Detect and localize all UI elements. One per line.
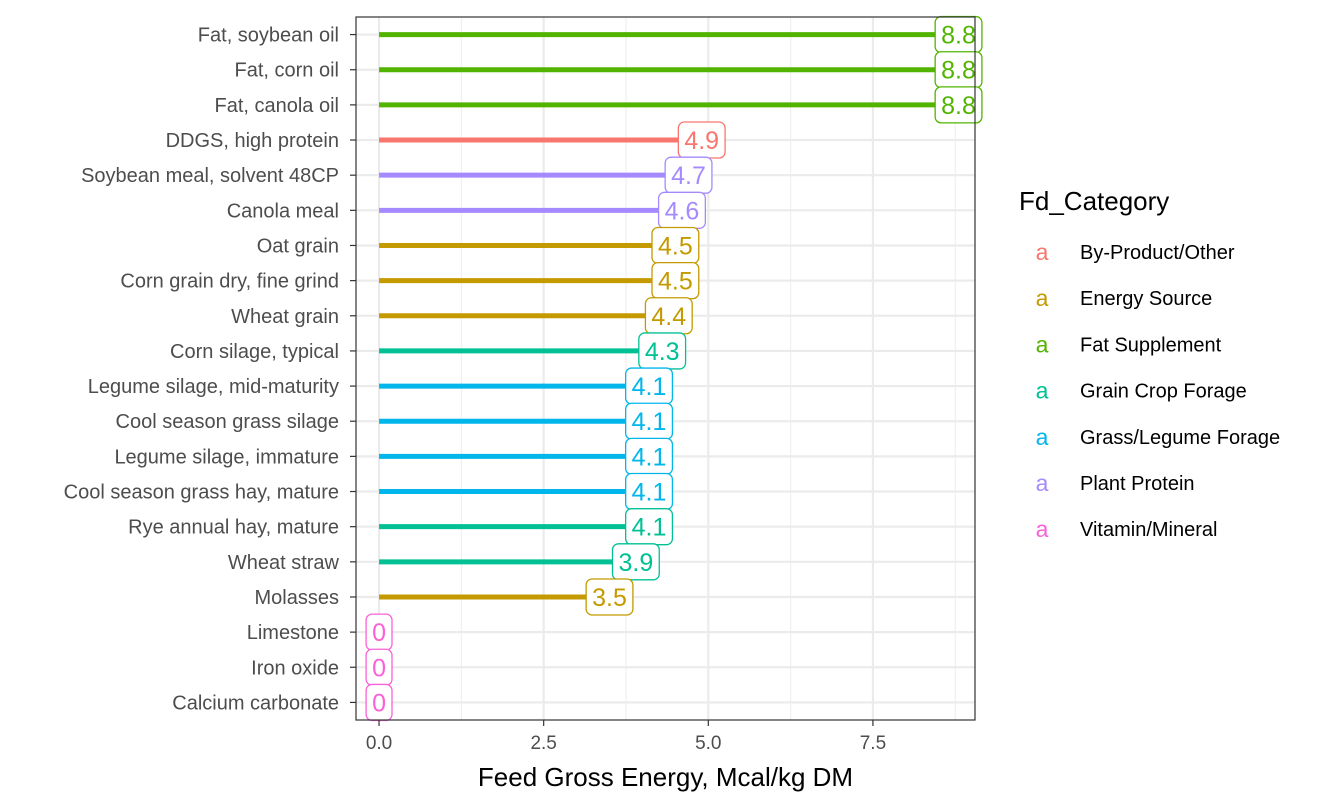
- data-label: 3.5: [585, 578, 634, 616]
- legend-label: Grass/Legume Forage: [1080, 427, 1280, 449]
- data-label: 4.5: [651, 261, 700, 300]
- legend-label: Grain Crop Forage: [1080, 381, 1247, 403]
- data-label-text: 0: [372, 654, 386, 682]
- legend-label: Energy Source: [1080, 288, 1212, 310]
- data-label-text: 8.8: [941, 57, 976, 85]
- legend-item: a Fat Supplement: [1036, 331, 1222, 357]
- y-axis: Fat, soybean oil Fat, corn oil Fat, canola…: [64, 25, 356, 714]
- legend-key: a: [1036, 331, 1049, 357]
- y-tick-label: Fat, canola oil: [214, 95, 339, 117]
- y-tick-label: Soybean meal, solvent 48CP: [81, 165, 339, 187]
- data-label: 8.8: [934, 86, 983, 124]
- x-axis: 0.0 2.5 5.0 7.5: [366, 720, 886, 754]
- lollipop-segments: [379, 32, 959, 600]
- data-label-text: 4.6: [665, 197, 700, 225]
- legend-key: a: [1036, 378, 1049, 404]
- data-label-text: 4.1: [632, 408, 667, 436]
- data-label-text: 4.5: [658, 268, 693, 296]
- data-label: 4.1: [625, 367, 674, 405]
- y-tick-label: Corn silage, typical: [170, 341, 339, 363]
- data-label: 4.9: [677, 121, 726, 159]
- data-label: 8.8: [934, 51, 983, 89]
- data-label: 0: [365, 648, 393, 686]
- data-label-text: 8.8: [941, 22, 976, 50]
- legend-key: a: [1036, 424, 1049, 450]
- x-tick-label: 0.0: [366, 733, 392, 754]
- y-tick-label: Cool season grass hay, mature: [64, 482, 339, 504]
- data-label-text: 8.8: [941, 92, 976, 120]
- legend-key: a: [1036, 285, 1049, 311]
- data-label-text: 4.1: [632, 514, 667, 542]
- x-tick-label: 2.5: [530, 733, 556, 754]
- legend-item: a Energy Source: [1036, 285, 1213, 311]
- y-tick-label: Fat, corn oil: [235, 60, 339, 82]
- y-tick-label: Molasses: [255, 587, 339, 609]
- data-label-text: 0: [372, 619, 386, 647]
- data-label-text: 3.5: [592, 584, 627, 612]
- legend-item: a Plant Protein: [1036, 470, 1195, 496]
- y-tick-label: Legume silage, mid-maturity: [88, 376, 339, 398]
- x-tick-label: 7.5: [860, 733, 886, 754]
- y-tick-label: Corn grain dry, fine grind: [120, 271, 339, 293]
- legend-item: a Vitamin/Mineral: [1036, 516, 1218, 542]
- y-tick-label: Wheat grain: [231, 306, 339, 328]
- legend-label: Fat Supplement: [1080, 334, 1222, 356]
- legend-label: Plant Protein: [1080, 473, 1195, 495]
- data-label-text: 4.1: [632, 479, 667, 507]
- data-label: 0: [365, 683, 393, 722]
- data-label: 4.1: [625, 437, 674, 476]
- panel-border: [355, 16, 976, 721]
- data-label-box: [934, 86, 983, 124]
- y-tick-label: Wheat straw: [228, 552, 340, 574]
- legend-label: By-Product/Other: [1080, 242, 1235, 264]
- data-labels: 8.8 8.8 8.8 4.9 4.7 4.6 4.5 4.5 4.4 4.3 4.1 4.1 4.1 4…: [365, 15, 983, 722]
- data-label-text: 0: [372, 689, 386, 717]
- data-label-text: 4.5: [658, 232, 693, 260]
- data-label-text: 4.9: [684, 127, 719, 155]
- legend-items: a By-Product/Other a Energy Source a Fat Supp…: [1036, 239, 1281, 542]
- data-label-text: 4.3: [645, 338, 680, 366]
- data-label-text: 4.7: [671, 162, 706, 190]
- y-tick-label: Iron oxide: [251, 657, 339, 679]
- legend-key: a: [1036, 239, 1049, 265]
- y-tick-label: Rye annual hay, mature: [128, 517, 339, 539]
- y-tick-label: Canola meal: [227, 200, 339, 222]
- data-label-box: [585, 578, 634, 616]
- data-label: 4.3: [638, 332, 687, 370]
- x-axis-title: Feed Gross Energy, Mcal/kg DM: [478, 762, 853, 792]
- y-tick-label: Cool season grass silage: [116, 411, 339, 433]
- y-tick-label: Limestone: [247, 622, 339, 644]
- legend-label: Vitamin/Mineral: [1080, 519, 1217, 541]
- data-label: 4.6: [657, 191, 706, 229]
- data-label: 3.9: [611, 543, 660, 581]
- legend-item: a Grass/Legume Forage: [1036, 424, 1281, 450]
- data-label: 8.8: [934, 15, 983, 54]
- data-label-text: 3.9: [618, 549, 653, 577]
- data-label-text: 4.1: [632, 373, 667, 401]
- data-label: 4.1: [625, 508, 674, 546]
- y-tick-label: Calcium carbonate: [172, 692, 339, 714]
- data-label: 4.1: [625, 472, 674, 511]
- data-label: 4.5: [651, 226, 700, 265]
- legend-item: a Grain Crop Forage: [1036, 378, 1247, 404]
- y-tick-label: Legume silage, immature: [114, 446, 339, 468]
- data-label: 4.7: [664, 156, 713, 194]
- data-label: 4.1: [625, 402, 674, 440]
- legend-title: Fd_Category: [1019, 186, 1169, 216]
- y-tick-label: DDGS, high protein: [166, 130, 339, 152]
- data-label-box: [611, 543, 660, 581]
- legend-item: a By-Product/Other: [1036, 239, 1235, 265]
- legend-key: a: [1036, 516, 1049, 542]
- data-label-text: 4.1: [632, 443, 667, 471]
- legend-key: a: [1036, 470, 1049, 496]
- legend: Fd_Category a By-Product/Other a Energy Sou…: [1019, 186, 1280, 542]
- x-tick-label: 5.0: [695, 733, 721, 754]
- y-tick-label: Fat, soybean oil: [198, 25, 339, 47]
- data-label: 4.4: [644, 297, 693, 335]
- data-label: 0: [365, 613, 393, 651]
- data-label-text: 4.4: [651, 303, 686, 331]
- y-tick-label: Oat grain: [257, 235, 339, 257]
